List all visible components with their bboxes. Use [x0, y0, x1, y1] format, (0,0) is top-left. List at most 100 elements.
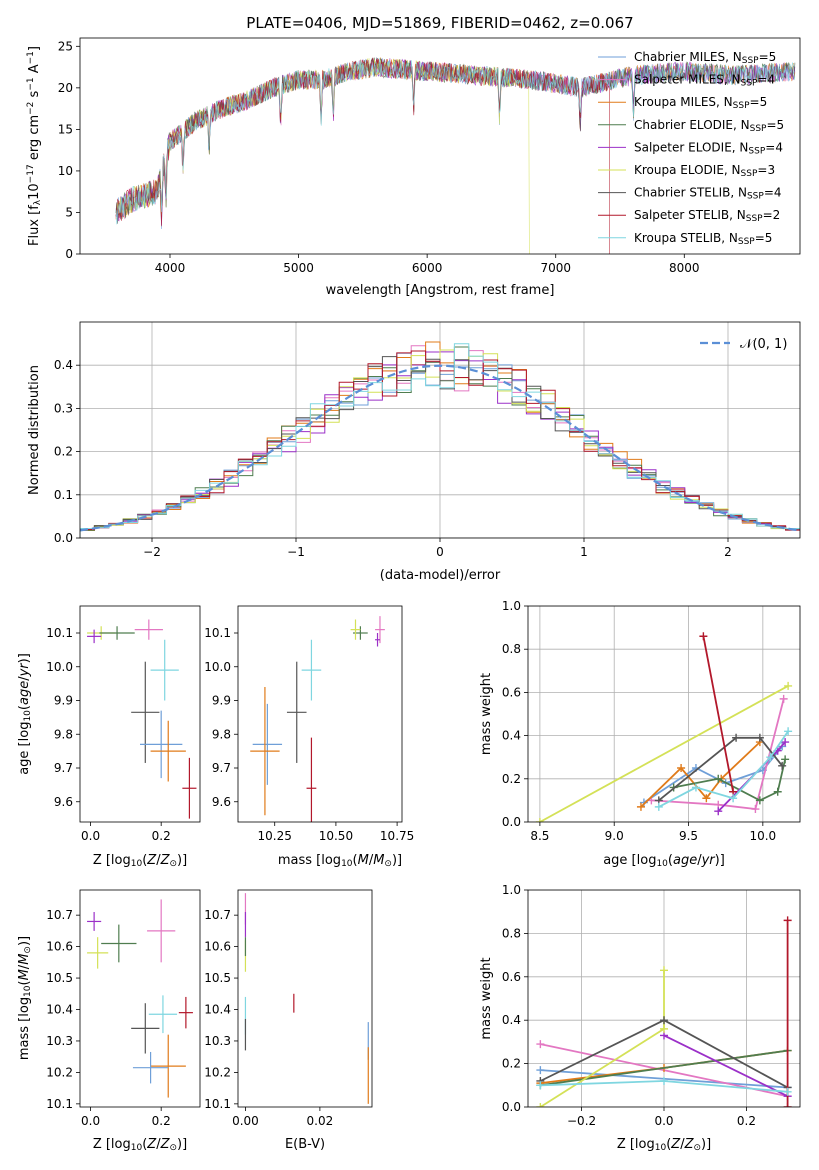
- text-run: (: [17, 980, 32, 985]
- text-run: Salpeter ELODIE, N: [634, 140, 748, 154]
- data-point-6: [131, 1003, 160, 1054]
- x-tick-label: −1: [287, 545, 305, 559]
- text-run: )]: [701, 1137, 711, 1152]
- series-marker: [755, 796, 764, 805]
- series-line-3: [540, 1049, 788, 1087]
- plot-area: [528, 606, 800, 822]
- text-run: Kroupa ELODIE, N: [634, 163, 741, 177]
- panel-spectrum: 4000 5000 6000 7000 8000 0 5 10 15 20 25 Chabrier M…: [26, 37, 801, 298]
- subscript: 10: [655, 1143, 667, 1153]
- text-run: (: [353, 853, 358, 868]
- series-marker: [691, 783, 700, 792]
- text-run: M: [17, 954, 32, 965]
- text-run: Flux [f: [27, 205, 42, 246]
- y-tick-label: 9.6: [212, 795, 231, 809]
- data-point-5: [148, 995, 178, 1034]
- data-point-7: [150, 720, 186, 782]
- panel-mass_vs_Z: 0.0 0.2 10.1 10.2 10.3 10.4 10.5 10.6 10.7 Z [log…: [17, 889, 201, 1153]
- series-marker: [784, 727, 793, 736]
- series-line-5: [539, 970, 665, 1107]
- series-marker: [535, 818, 544, 822]
- text-run: =4: [764, 186, 782, 200]
- y-tick-label: 10.1: [204, 626, 231, 640]
- x-axis-label: mass [log10(M/M⊙)]: [278, 853, 402, 869]
- legend-label: Kroupa ELODIE, NSSP=3: [634, 163, 775, 179]
- text-run: mass [log: [17, 997, 32, 1060]
- x-axis-label: (data-model)/error: [380, 568, 501, 583]
- series-marker: [677, 764, 686, 772]
- series-marker: [732, 733, 741, 742]
- x-tick-label: 9.0: [605, 829, 624, 843]
- text-run: M: [373, 853, 384, 868]
- subscript: SSP: [742, 56, 759, 66]
- y-tick-label: 10.1: [46, 626, 73, 640]
- plot-area: [87, 899, 193, 1098]
- text-run: =5: [755, 231, 773, 245]
- panel-mass_vs_ebv: 0.00 0.02 10.1 10.2 10.3 10.4 10.5 10.6 10.7 E(B-…: [204, 889, 373, 1152]
- y-tick-label: 1.0: [502, 883, 521, 897]
- legend-label: Kroupa STELIB, NSSP=5: [634, 231, 772, 247]
- series-marker: [778, 761, 787, 770]
- x-tick-label: 0.0: [81, 829, 100, 843]
- subscript: SSP: [741, 79, 758, 89]
- text-run: Kroupa STELIB, N: [634, 231, 738, 245]
- x-tick-label: 0.2: [737, 1114, 756, 1128]
- panel-age_vs_Z: 0.0 0.29.69.79.89.910.010.1Z [log10(Z/Z⊙)…: [17, 605, 201, 869]
- y-tick-label: 0.4: [54, 358, 73, 372]
- subscript: SSP: [746, 214, 763, 224]
- data-point-3: [87, 937, 109, 969]
- panel-residuals: −2 −1 0 1 2 0.0 0.1 0.2 0.3 0.4 𝒩(0, 1) (data-model…: [27, 321, 801, 583]
- text-run: ]: [27, 46, 42, 51]
- y-tick-label: 0.1: [54, 488, 73, 502]
- y-tick-label: 10.2: [46, 1065, 73, 1079]
- text-run: age: [673, 853, 697, 868]
- series-marker: [784, 681, 793, 690]
- text-run: (: [668, 853, 673, 868]
- text-run: /: [17, 964, 32, 969]
- series-marker: [773, 787, 782, 796]
- subscript: ⊙: [693, 1143, 701, 1153]
- text-run: /: [680, 1137, 685, 1152]
- series-marker: [536, 1103, 545, 1107]
- x-axis-label: Z [log10(Z/Z⊙)]: [93, 1137, 187, 1153]
- y-tick-label: 1.0: [502, 599, 521, 613]
- series-marker: [660, 1076, 668, 1085]
- y-tick-label: 9.9: [54, 694, 73, 708]
- y-tick-label: 10.1: [46, 1097, 73, 1111]
- x-axis-label: E(B-V): [285, 1137, 325, 1152]
- x-tick-label: 10.75: [380, 829, 414, 843]
- x-tick-label: 0.00: [232, 1114, 259, 1128]
- text-run: Z [log: [93, 853, 131, 868]
- panel-mass_weight_vs_Z: −0.2 0.0 0.20.00.20.40.60.81.0Z [log10(Z/Z…: [479, 883, 801, 1153]
- y-tick-label: 15: [58, 122, 73, 136]
- text-run: Chabrier STELIB, N: [634, 186, 747, 200]
- legend: 𝒩(0, 1): [700, 337, 787, 352]
- y-tick-label: 0.0: [502, 815, 521, 829]
- y-tick-label: 9.9: [212, 694, 231, 708]
- plot-area: [528, 890, 800, 1107]
- subscript: ⊙: [23, 946, 33, 954]
- subscript: SSP: [741, 169, 758, 179]
- y-tick-label: 9.8: [212, 727, 231, 741]
- axes-frame: [527, 605, 801, 823]
- legend-label: Salpeter ELODIE, NSSP=4: [634, 140, 783, 156]
- data-point-4: [178, 996, 193, 1029]
- x-tick-label: 10.25: [258, 829, 292, 843]
- text-run: =4: [757, 73, 775, 87]
- series-marker: [654, 802, 663, 811]
- series-marker: [660, 966, 668, 975]
- y-tick-label: 10.6: [46, 940, 73, 954]
- series-line-7: [702, 636, 734, 792]
- subscript: 10: [23, 710, 33, 722]
- y-tick-label: 0.2: [502, 1057, 521, 1071]
- data-point-2: [87, 629, 102, 644]
- text-run: )]: [17, 936, 32, 946]
- text-run: =5: [750, 95, 768, 109]
- data-point-2: [101, 924, 137, 963]
- text-run: age: [17, 681, 32, 705]
- text-run: /: [156, 853, 161, 868]
- y-tick-label: 5: [65, 205, 73, 219]
- subscript: 10: [131, 859, 143, 869]
- text-run: M: [17, 969, 32, 980]
